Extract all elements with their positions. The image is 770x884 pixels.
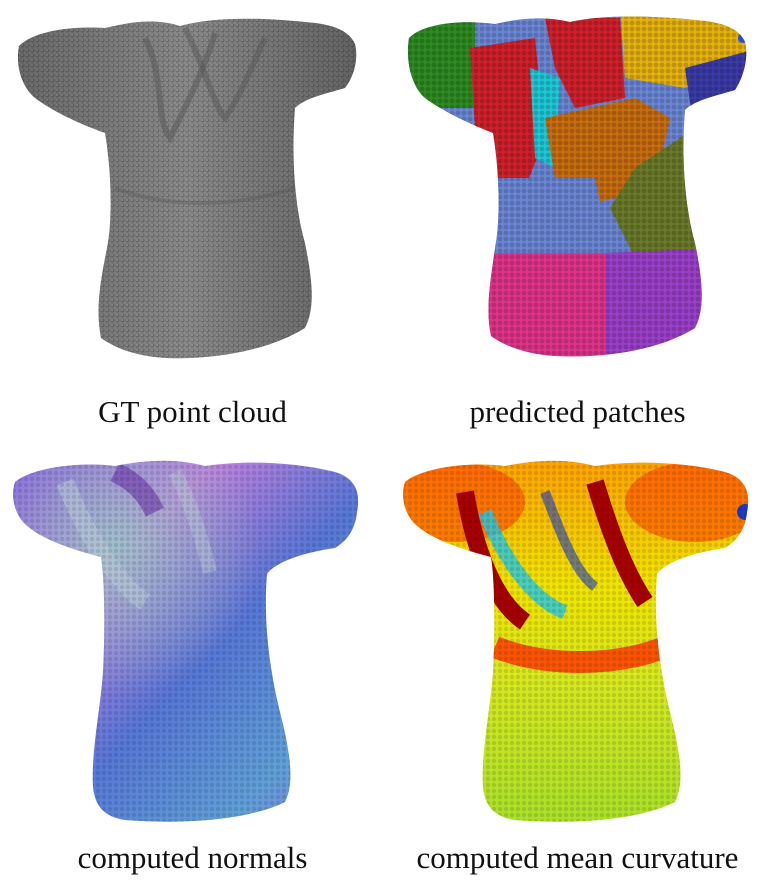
caption-gt-point-cloud: GT point cloud xyxy=(98,394,287,429)
computed-normals-render xyxy=(5,452,370,827)
caption-computed-normals: computed normals xyxy=(77,840,308,875)
predicted-patches-render xyxy=(395,8,760,373)
caption-computed-mean-curvature: computed mean curvature xyxy=(416,840,739,875)
caption-predicted-patches: predicted patches xyxy=(469,394,686,429)
computed-curvature-render xyxy=(395,452,760,827)
gt-point-cloud-render xyxy=(5,8,370,373)
